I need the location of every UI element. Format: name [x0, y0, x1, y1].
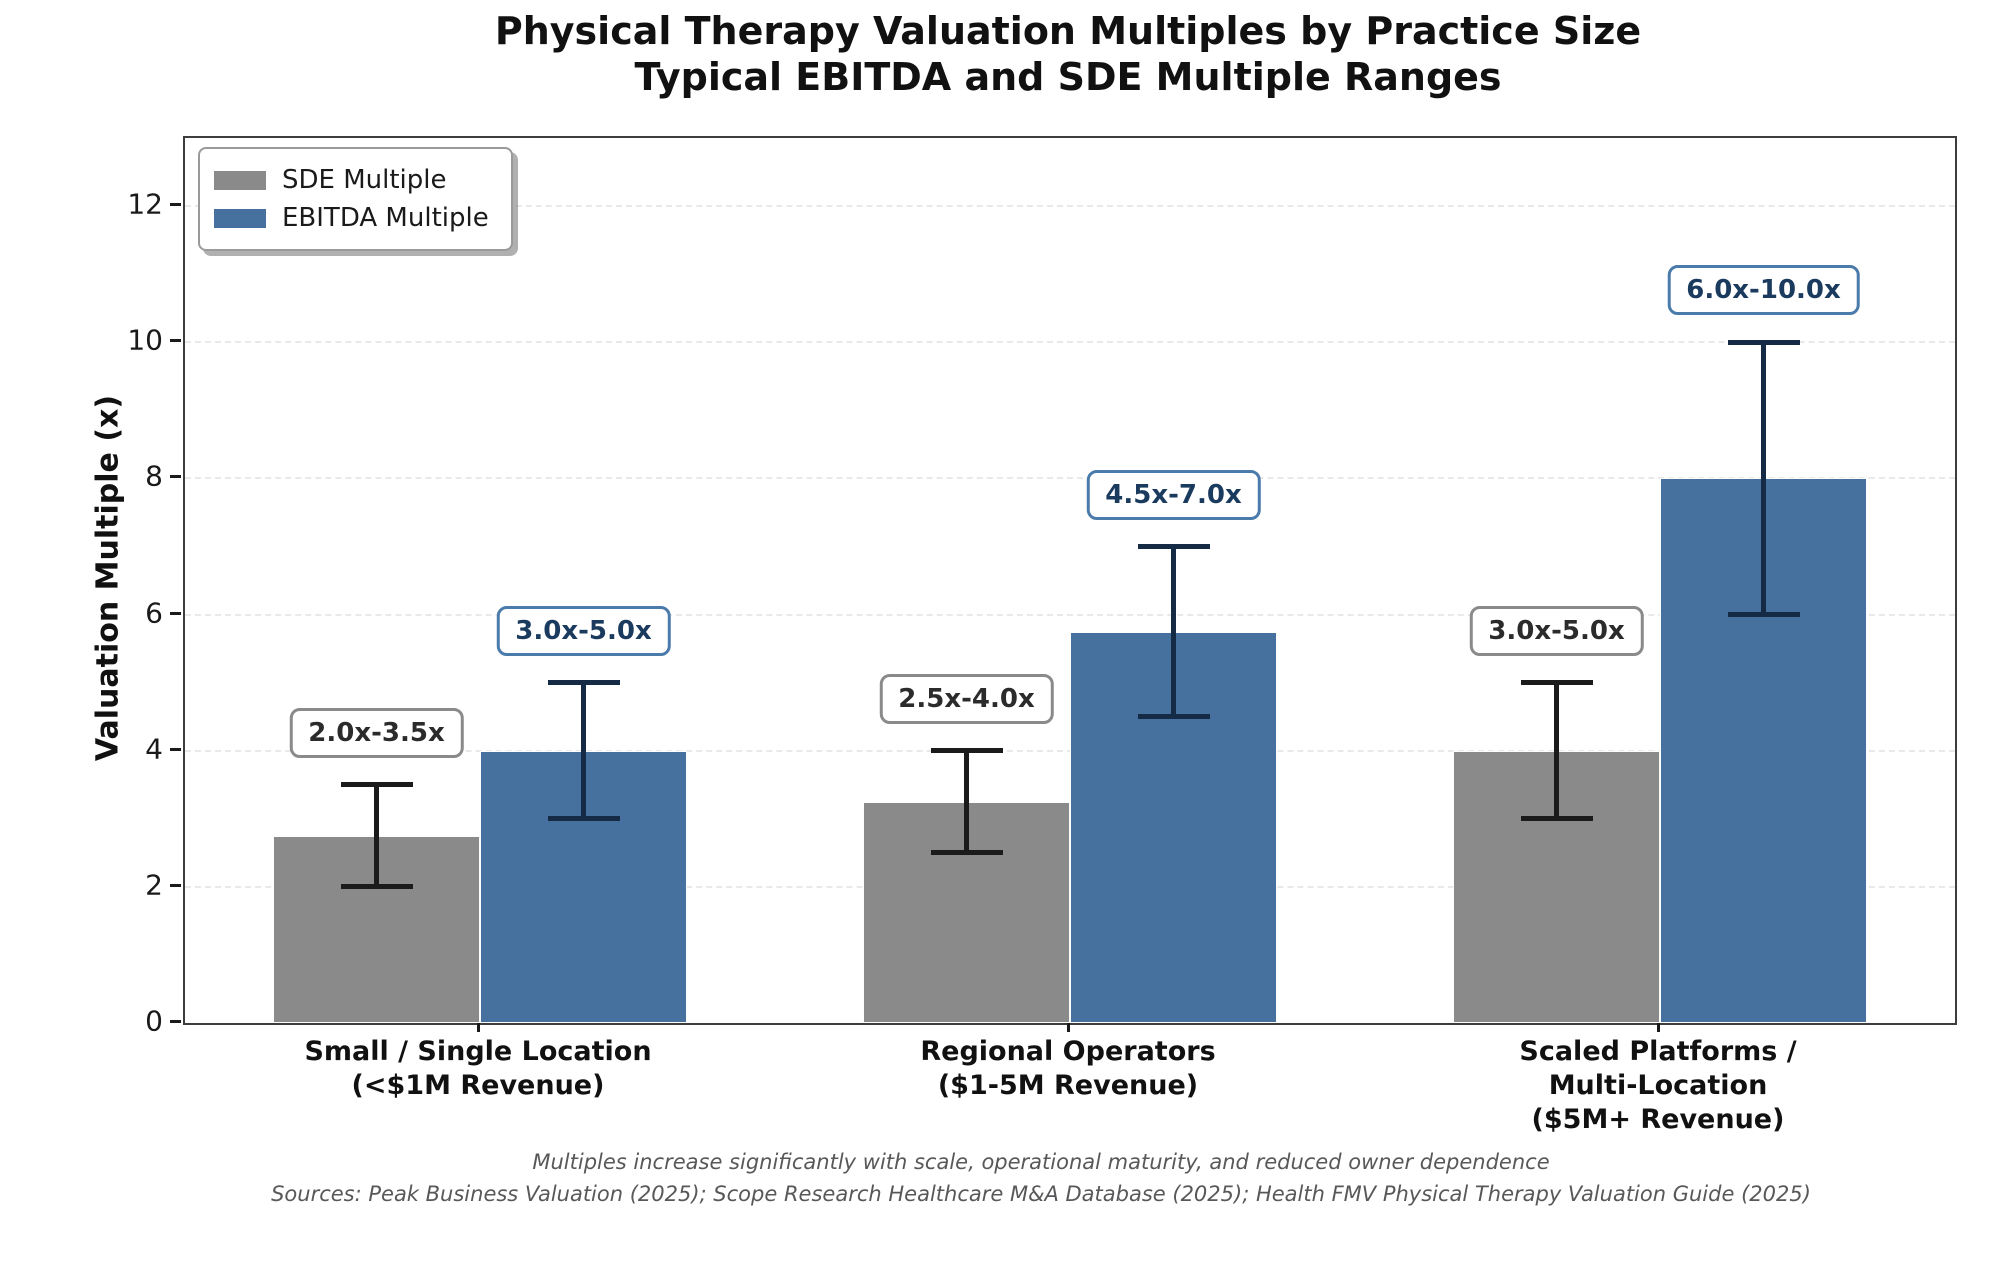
y-tick-label: 12	[127, 187, 163, 221]
sources-text: Sources: Peak Business Valuation (2025);…	[271, 1182, 1811, 1206]
y-tick-label: 4	[145, 732, 163, 766]
error-bar-cap	[340, 884, 413, 890]
range-annotation: 6.0x-10.0x	[1667, 265, 1860, 316]
error-bar-cap	[547, 680, 620, 686]
chart-title-block: Physical Therapy Valuation Multiples by …	[183, 8, 1953, 100]
y-tick-label: 0	[145, 1004, 163, 1038]
error-bar-cap	[547, 816, 620, 822]
error-bar-cap	[1137, 543, 1210, 549]
legend-label-sde: SDE Multiple	[282, 165, 447, 195]
error-bar-cap	[1727, 339, 1800, 345]
error-bar-cap	[930, 850, 1003, 856]
error-bar-cap	[1727, 612, 1800, 618]
y-tick-mark	[170, 611, 181, 615]
legend-item-ebitda: EBITDA Multiple	[214, 199, 489, 237]
y-tick-mark	[170, 339, 181, 343]
x-tick-mark	[1066, 1023, 1070, 1032]
error-bar-line	[1171, 546, 1176, 717]
y-tick-mark	[170, 747, 181, 751]
y-tick-mark	[170, 1020, 181, 1023]
y-tick-mark	[170, 883, 181, 887]
sde-swatch-icon	[214, 170, 266, 190]
gridline-y8	[185, 477, 1955, 480]
footnote-text: Multiples increase significantly with sc…	[532, 1150, 1550, 1174]
y-tick-mark	[170, 475, 181, 479]
ebitda-swatch-icon	[214, 208, 266, 228]
error-bar-cap	[340, 782, 413, 788]
y-tick-label: 10	[127, 323, 163, 357]
range-annotation: 3.0x-5.0x	[1469, 605, 1644, 656]
error-bar-cap	[1520, 816, 1593, 822]
gridline-y10	[185, 341, 1955, 344]
bar-sde-0	[273, 835, 480, 1023]
y-tick-mark	[170, 203, 181, 207]
error-bar-line	[374, 784, 379, 887]
footnote-block: Multiples increase significantly with sc…	[74, 1146, 2008, 1210]
y-tick-label: 6	[145, 596, 163, 630]
range-annotation: 3.0x-5.0x	[496, 605, 671, 656]
plot-area: 2.0x-3.5x 3.0x-5.0x 2.5x-4.0x 4.5x-7.0x 3.0x…	[183, 136, 1957, 1025]
error-bar-line	[581, 682, 586, 819]
gridline-y6	[185, 613, 1955, 616]
y-tick-label: 2	[145, 868, 163, 902]
y-tick-label: 8	[145, 459, 163, 493]
range-annotation: 4.5x-7.0x	[1086, 469, 1261, 520]
x-tick-mark	[476, 1023, 480, 1032]
legend-label-ebitda: EBITDA Multiple	[282, 203, 489, 233]
error-bar-line	[1554, 682, 1559, 819]
error-bar-cap	[930, 748, 1003, 754]
gridline-y12	[185, 205, 1955, 208]
chart-title: Physical Therapy Valuation Multiples by …	[494, 9, 1642, 53]
error-bar-cap	[1137, 714, 1210, 720]
range-annotation: 2.0x-3.5x	[289, 707, 464, 758]
x-category-label: Scaled Platforms / Multi-Location ($5M+ …	[1519, 1036, 1797, 1135]
x-tick-mark	[1656, 1023, 1660, 1032]
x-category-label: Regional Operators ($1-5M Revenue)	[920, 1036, 1216, 1101]
y-axis-label: Valuation Multiple (x)	[90, 394, 126, 762]
error-bar-line	[1761, 342, 1766, 615]
range-annotation: 2.5x-4.0x	[879, 673, 1054, 724]
legend-item-sde: SDE Multiple	[214, 161, 489, 199]
error-bar-line	[964, 750, 969, 853]
chart-subtitle: Typical EBITDA and SDE Multiple Ranges	[634, 55, 1502, 99]
x-category-label: Small / Single Location (<$1M Revenue)	[304, 1036, 652, 1101]
error-bar-cap	[1520, 680, 1593, 686]
legend: SDE Multiple EBITDA Multiple	[198, 147, 513, 251]
